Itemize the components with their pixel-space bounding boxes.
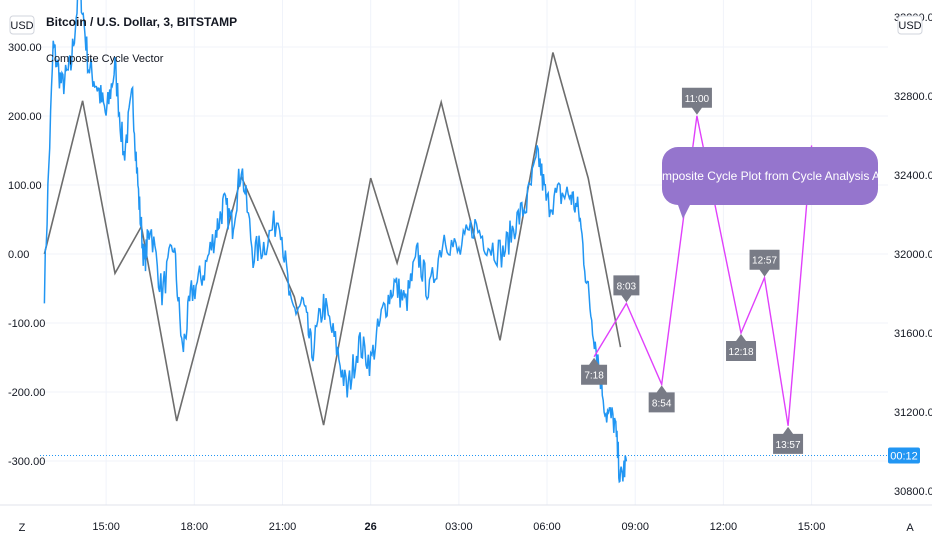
projection-line: [593, 115, 813, 426]
cycle-pin[interactable]: 11:00: [681, 87, 712, 115]
cycle-pin[interactable]: 13:57: [773, 426, 804, 454]
cycle-pin[interactable]: 8:03: [613, 275, 640, 303]
left-tick-label: -200.00: [8, 387, 45, 399]
cycle-pin-label: 12:57: [752, 256, 777, 267]
right-tick-label: 31200.00: [894, 407, 932, 419]
time-tick-label: 21:00: [269, 521, 297, 533]
time-tick-label: 26: [365, 521, 377, 533]
left-tick-label: 0.00: [8, 249, 29, 261]
projection-layer: [593, 115, 813, 426]
time-tick-label: 18:00: [181, 521, 209, 533]
auto-scale-button[interactable]: A: [906, 522, 914, 534]
left-currency-label: USD: [10, 20, 33, 32]
right-tick-label: 30800.00: [894, 486, 932, 498]
right-tick-label: 31600.00: [894, 328, 932, 340]
left-tick-label: 200.00: [8, 111, 42, 123]
cycle-vector-line: [43, 52, 622, 426]
time-axis[interactable]: 15:00 18:00 21:00 26 03:00 06:00 09:00 12:00 15:…: [92, 521, 825, 533]
cycle-pin[interactable]: 7:18: [581, 357, 608, 385]
left-currency-button[interactable]: USD: [9, 15, 35, 35]
right-tick-label: 32400.00: [894, 170, 932, 182]
cycle-pin-shape: [613, 275, 640, 303]
right-tick-label: 32000.00: [894, 249, 932, 261]
time-tick-label: 15:00: [92, 521, 120, 533]
cycle-pin-shape: [581, 357, 608, 385]
cycle-pin-shape: [681, 87, 712, 115]
grid-lines: [0, 0, 932, 506]
callout-shape: [662, 147, 878, 219]
right-currency-label: USD: [898, 20, 921, 32]
callout-bubble[interactable]: Composite Cycle Plot from Cycle Analysis…: [647, 147, 894, 219]
pin-layer: 7:18 8:03 8:54 11:00 12:18 12:57 13:57: [581, 87, 804, 454]
time-tick-label: 03:00: [445, 521, 473, 533]
cycle-pin-shape: [773, 426, 804, 454]
cycle-pin-label: 13:57: [776, 440, 801, 451]
chart-title: Bitcoin / U.S. Dollar, 3, BITSTAMP: [46, 15, 237, 29]
zoom-corner-button[interactable]: Z: [19, 522, 26, 534]
cycle-pin-label: 8:54: [652, 398, 672, 409]
cycle-pin[interactable]: 12:57: [749, 249, 780, 277]
left-tick-label: -100.00: [8, 318, 45, 330]
time-tick-label: 09:00: [621, 521, 649, 533]
cycle-pin-shape: [749, 249, 780, 277]
cycle-pin-label: 7:18: [584, 371, 604, 382]
cycle-pin-label: 8:03: [617, 281, 637, 292]
price-series-layer: [43, 0, 628, 484]
right-tick-label: 32800.00: [894, 91, 932, 103]
time-tick-label: 12:00: [710, 521, 738, 533]
right-currency-button[interactable]: USD: [897, 15, 923, 35]
price-series-line: [43, 0, 628, 484]
time-tick-label: 06:00: [533, 521, 561, 533]
current-price-badge: 00:12: [888, 447, 920, 464]
left-axis[interactable]: 300.00 200.00 100.00 0.00 -100.00 -200.00 -300…: [8, 42, 45, 468]
left-tick-label: 100.00: [8, 180, 42, 192]
cycle-pin-shape: [648, 385, 675, 413]
indicator-label: Composite Cycle Vector: [46, 53, 164, 65]
cycle-pin[interactable]: 12:18: [726, 334, 757, 361]
left-tick-label: -300.00: [8, 456, 45, 468]
left-tick-label: 300.00: [8, 42, 42, 54]
current-price-label: 00:12: [890, 450, 918, 462]
cycle-pin-shape: [726, 334, 757, 361]
callout-text: Composite Cycle Plot from Cycle Analysis…: [647, 169, 894, 183]
cycle-pin[interactable]: 8:54: [648, 385, 675, 413]
time-tick-label: 15:00: [798, 521, 826, 533]
cycle-pin-label: 11:00: [685, 94, 710, 105]
current-price-badge-bg: [888, 447, 920, 464]
cycle-pin-label: 12:18: [729, 347, 754, 358]
cycle-vector-layer: [43, 52, 622, 426]
